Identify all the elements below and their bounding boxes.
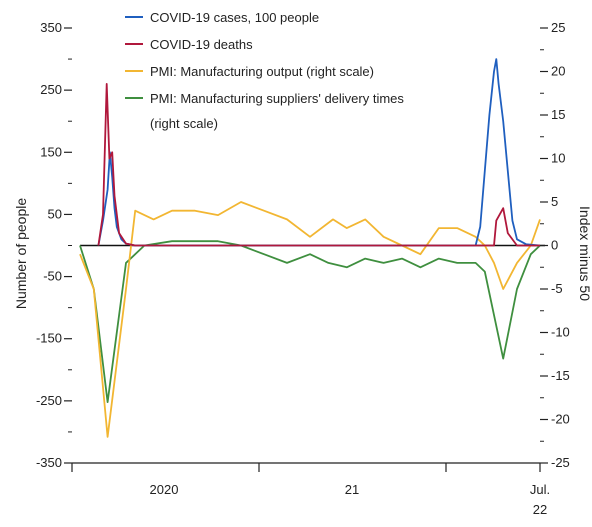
right-tick-label: -20 — [551, 412, 570, 427]
x-tick-label: Jul. — [530, 482, 550, 497]
x-axis: 2020 21 Jul. 22 — [71, 462, 550, 517]
right-tick-label: 0 — [551, 238, 558, 253]
left-tick-label: 350 — [40, 20, 62, 35]
legend-label: COVID-19 cases, 100 people — [150, 10, 319, 25]
left-tick-label: -250 — [36, 393, 62, 408]
legend-label: PMI: Manufacturing suppliers' delivery t… — [150, 91, 404, 106]
right-axis-title: Index minus 50 — [577, 206, 592, 301]
left-tick-label: -350 — [36, 455, 62, 470]
right-tick-label: 10 — [551, 151, 565, 166]
series-line-3 — [79, 240, 541, 403]
left-axis: 350 250 150 50 -50 -150 -250 -350 — [36, 20, 72, 470]
series-layer — [79, 58, 541, 438]
left-axis-title: Number of people — [13, 198, 29, 310]
left-tick-label: -50 — [43, 269, 62, 284]
legend: COVID-19 cases, 100 people COVID-19 death… — [125, 10, 404, 131]
right-tick-label: -10 — [551, 325, 570, 340]
series-line-2 — [79, 201, 541, 438]
legend-label-line2: (right scale) — [150, 116, 218, 131]
right-axis: 25 20 15 10 5 0 -5 -10 -15 -20 -25 — [540, 20, 570, 470]
x-tick-label: 2020 — [150, 482, 179, 497]
left-tick-label: 250 — [40, 82, 62, 97]
series-line-1 — [97, 83, 540, 247]
right-tick-label: -15 — [551, 368, 570, 383]
left-tick-label: 150 — [40, 144, 62, 159]
x-tick-label: 22 — [533, 502, 547, 517]
right-tick-label: 5 — [551, 194, 558, 209]
x-tick-label: 21 — [345, 482, 359, 497]
right-tick-label: 15 — [551, 107, 565, 122]
right-tick-label: -25 — [551, 455, 570, 470]
right-tick-label: 20 — [551, 64, 565, 79]
right-tick-label: -5 — [551, 281, 563, 296]
left-tick-label: 50 — [48, 206, 62, 221]
legend-label: PMI: Manufacturing output (right scale) — [150, 64, 374, 79]
series-line-0 — [97, 58, 541, 247]
right-tick-label: 25 — [551, 20, 565, 35]
left-tick-label: -150 — [36, 331, 62, 346]
legend-label: COVID-19 deaths — [150, 37, 253, 52]
